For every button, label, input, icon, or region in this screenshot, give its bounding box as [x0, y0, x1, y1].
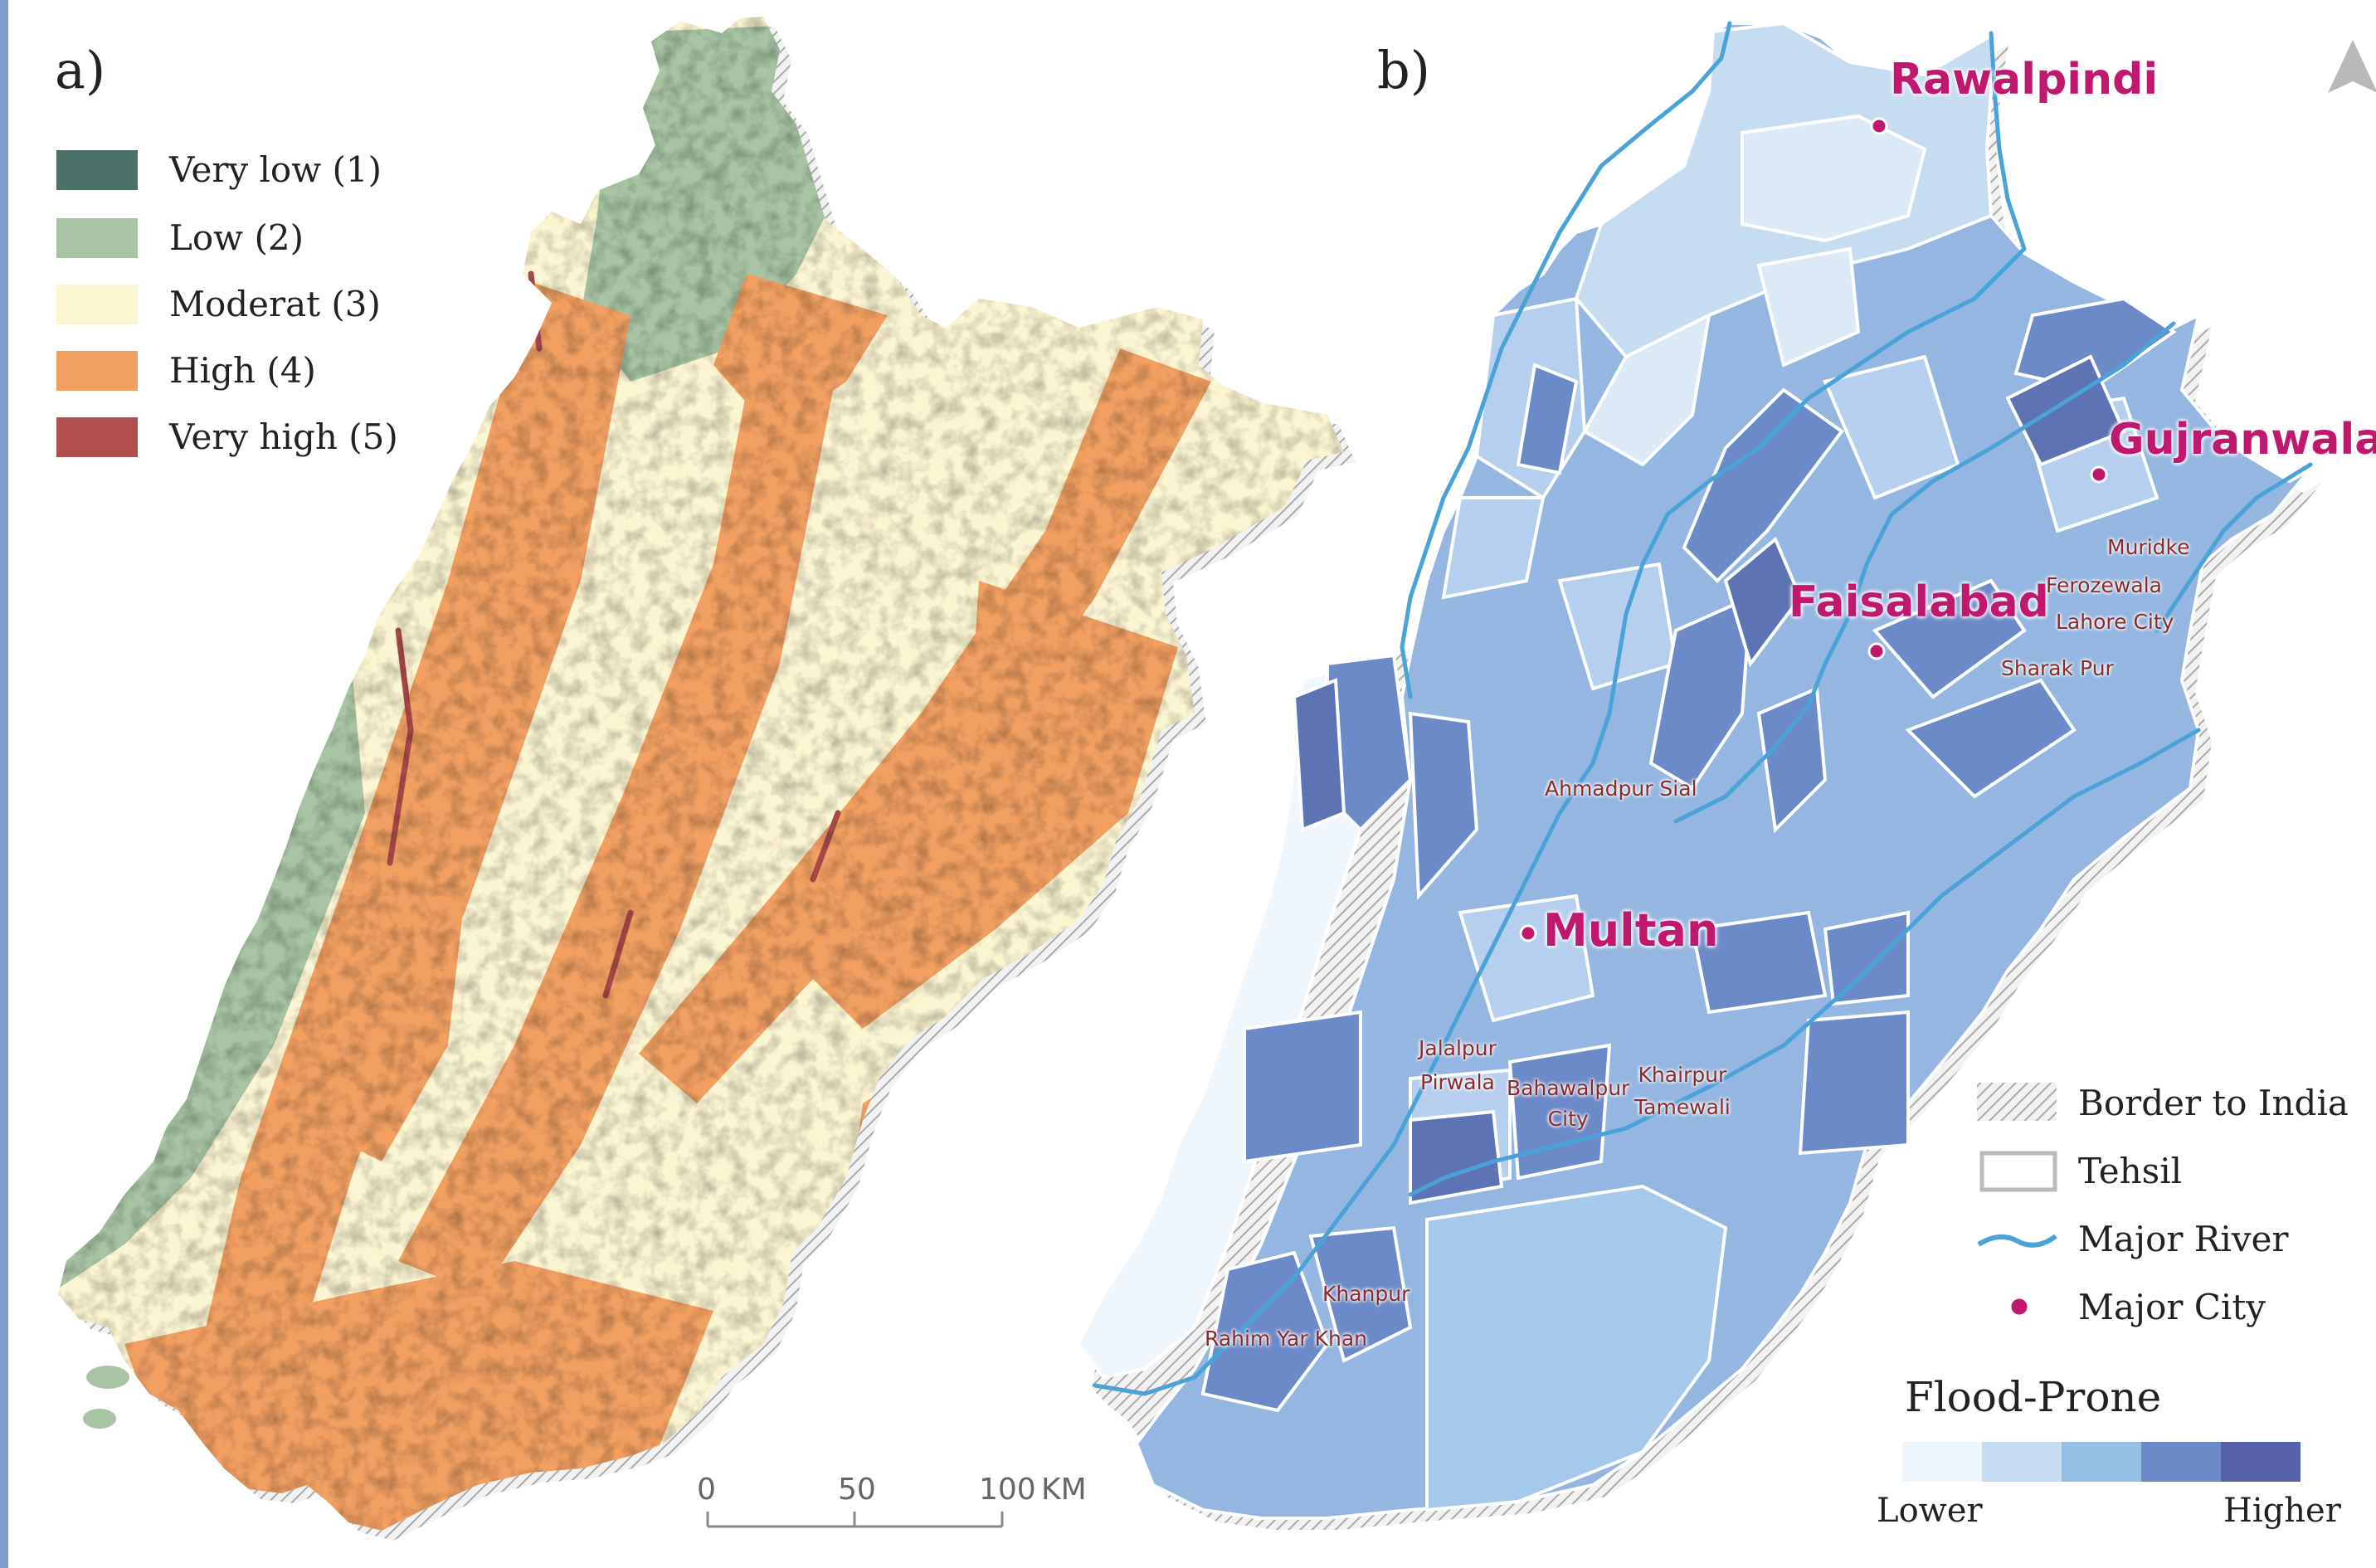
town-label-ahmadpur-sial: Ahmadpur Sial — [1545, 777, 1697, 801]
town-label-khanpur: Khanpur — [1322, 1282, 1410, 1306]
flood-map — [1076, 21, 2376, 1530]
border-swatch — [1977, 1083, 2057, 1121]
legend-row-moderate: Moderat (3) — [56, 284, 381, 324]
town-label-pirwala: Pirwala — [1420, 1069, 1495, 1094]
town-label-ferozewala: Ferozewala — [2046, 573, 2162, 597]
moderate-swatch — [56, 284, 138, 324]
scale-tick-50: 50 — [838, 1473, 876, 1507]
rawalpindi-dot — [1870, 117, 1888, 135]
legend-label-very-low: Very low (1) — [169, 149, 382, 190]
tehsil-swatch — [1979, 1151, 2057, 1192]
panel-b-label: b) — [1377, 40, 1430, 100]
town-label-rahim-yar-khan: Rahim Yar Khan — [1205, 1327, 1368, 1351]
town-label-muridke: Muridke — [2107, 535, 2190, 559]
city-swatch — [2008, 1296, 2030, 1317]
ramp-step-4 — [2141, 1442, 2221, 1482]
legend-row-high: High (4) — [56, 350, 316, 391]
high-swatch — [56, 350, 138, 391]
city-label-rawalpindi: Rawalpindi — [1890, 55, 2159, 105]
scale-tick-100: 100 — [979, 1473, 1036, 1507]
major-rivers — [1093, 21, 2313, 1396]
panel-a-label: a) — [55, 40, 106, 100]
town-label-khairpur: Khairpur — [1638, 1063, 1727, 1087]
legend-label-city: Major City — [2078, 1287, 2266, 1327]
legend-label-border: Border to India — [2078, 1083, 2349, 1123]
town-label-lahore-city: Lahore City — [2056, 610, 2174, 634]
town-label-bahawalpur: Bahawalpur — [1507, 1076, 1630, 1100]
tehsils-north — [1574, 21, 1998, 467]
ramp-step-1 — [1902, 1442, 1982, 1482]
flood-prone-higher-label: Higher — [2223, 1492, 2341, 1530]
flood-prone-ramp — [1902, 1442, 2301, 1482]
town-label-sharak-pur: Sharak Pur — [2001, 656, 2114, 680]
town-label-city: City — [1547, 1106, 1589, 1131]
tehsil-west-strip — [1076, 653, 1396, 1380]
ramp-step-5 — [2221, 1442, 2301, 1482]
city-label-multan: Multan — [1543, 904, 1719, 957]
tehsils-very-high — [1292, 354, 2126, 1205]
ramp-step-3 — [2062, 1442, 2141, 1482]
faisalabad-dot — [1867, 642, 1886, 660]
town-label-jalalpur: Jalalpur — [1419, 1036, 1497, 1060]
legend-label-very-high: Very high (5) — [169, 416, 398, 457]
legend-label-moderate: Moderat (3) — [169, 284, 381, 324]
legend-label-low: Low (2) — [169, 217, 304, 258]
multan-dot — [1519, 924, 1537, 942]
flood-prone-title: Flood-Prone — [1905, 1373, 2162, 1421]
scale-unit: KM — [1041, 1473, 1087, 1507]
tehsil-south — [1425, 1184, 1728, 1512]
legend-row-very-low: Very low (1) — [56, 149, 382, 190]
scale-tick-0: 0 — [697, 1473, 716, 1507]
flood-prone-lower-label: Lower — [1877, 1492, 1983, 1530]
city-dots — [1519, 117, 2108, 942]
town-label-tamewali: Tamewali — [1634, 1094, 1731, 1119]
legend-label-high: High (4) — [169, 350, 316, 391]
tehsils-high — [1200, 296, 2177, 1413]
island-2 — [83, 1409, 116, 1429]
scale-bar — [706, 1512, 1004, 1528]
city-label-faisalabad: Faisalabad — [1789, 577, 2049, 627]
city-label-gujranwala: Gujranwala — [2109, 415, 2376, 465]
very-low-swatch — [56, 149, 138, 190]
ramp-step-2 — [1982, 1442, 2062, 1482]
legend-label-river: Major River — [2078, 1219, 2289, 1259]
island-1 — [86, 1366, 129, 1389]
legend-label-tehsil: Tehsil — [2078, 1151, 2183, 1191]
river-swatch — [1977, 1234, 2057, 1248]
town-label-jalalpur-pirwala: Jalalpur Pirwala — [1419, 1036, 1497, 1095]
page-edge-bar — [0, 0, 8, 1568]
north-arrow-icon — [2328, 40, 2376, 93]
gujranwala-dot — [2090, 465, 2108, 484]
legend-row-very-high: Very high (5) — [56, 416, 398, 457]
feature-legend-symbols — [1977, 1083, 2057, 1317]
legend-row-low: Low (2) — [56, 217, 304, 258]
town-label-khairpur-tamewali: Khairpur Tamewali — [1634, 1063, 1731, 1120]
town-label-bahawalpur-city: Bahawalpur City — [1507, 1076, 1630, 1132]
low-swatch — [56, 217, 138, 258]
very-high-swatch — [56, 416, 138, 457]
